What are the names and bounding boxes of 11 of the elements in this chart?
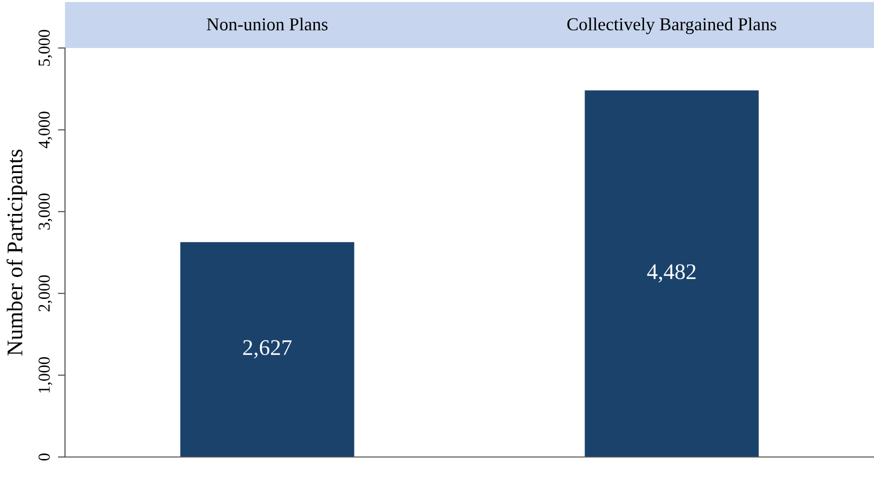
y-tick-label: 0	[38, 453, 50, 461]
x-tick-label: Collectively Bargained Plans	[567, 18, 776, 34]
y-tick-label: 1,000	[38, 357, 52, 392]
y-tick-label: 5,000	[38, 30, 52, 66]
data-label: 4,482	[647, 264, 696, 282]
y-tick-label: 4,000	[38, 112, 52, 148]
y-tick-label: 3,000	[38, 193, 52, 230]
y-axis-title: Number of Participants	[6, 150, 27, 356]
y-tick-label: 2,000	[38, 275, 52, 312]
data-label: 2,627	[243, 340, 292, 358]
x-tick-label: Non-union Plans	[206, 18, 328, 30]
